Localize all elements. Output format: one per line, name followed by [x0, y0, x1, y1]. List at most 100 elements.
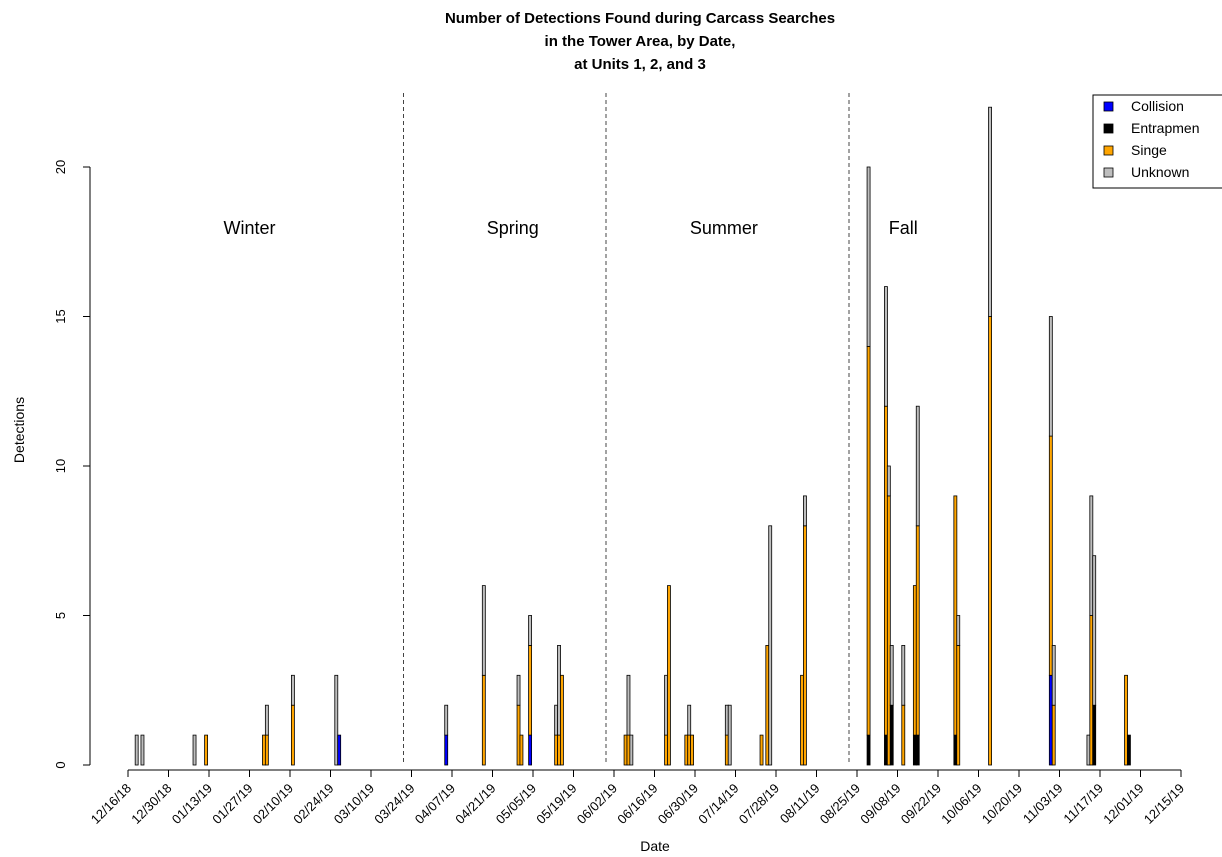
bar-segment-unknown — [866, 166, 871, 347]
x-tick-label: 06/02/19 — [574, 781, 620, 827]
y-tick-label: 5 — [53, 612, 68, 619]
bar-segment-singe — [204, 734, 209, 766]
x-tick-label: 04/07/19 — [412, 781, 458, 827]
bar-segment-singe — [560, 674, 564, 766]
bar-segment-unknown — [727, 704, 732, 766]
legend-label-entrapmen: Entrapmen — [1131, 120, 1199, 136]
y-tick-label: 10 — [53, 459, 68, 473]
legend-label-collision: Collision — [1131, 98, 1184, 114]
bar-segment-unknown — [1051, 645, 1056, 706]
bar-segment-unknown — [481, 585, 486, 676]
legend-swatch-singe — [1103, 145, 1114, 156]
x-tick-label: 03/10/19 — [331, 781, 377, 827]
bar-segment-unknown — [901, 645, 906, 706]
bar-segment-unknown — [264, 704, 269, 736]
x-axis-label: Date — [640, 838, 670, 854]
bar-segment-unknown — [626, 674, 631, 736]
bar-segment-singe — [528, 645, 533, 736]
bar-segment-singe — [481, 674, 486, 766]
chart-title-line-1: Number of Detections Found during Carcas… — [445, 10, 835, 27]
bar-segment-singe — [988, 316, 992, 766]
x-tick-label: 04/21/19 — [452, 781, 498, 827]
bar-segment-unknown — [629, 734, 634, 766]
bar-segment-singe — [1124, 674, 1128, 766]
season-labels: Winter Spring Summer Fall — [223, 218, 917, 238]
legend-box — [1092, 94, 1222, 189]
bar-segment-singe — [901, 704, 906, 766]
bar-segment-unknown — [140, 734, 145, 766]
x-tick-label: 05/19/19 — [533, 781, 579, 827]
bar-segment-unknown — [192, 734, 197, 766]
bar-segment-singe — [690, 734, 695, 766]
bar-segment-entrapmen — [915, 734, 920, 766]
x-tick-label: 12/15/19 — [1141, 781, 1187, 827]
bar-segment-singe — [519, 734, 524, 766]
legend: Collision Entrapmen Singe Unknown — [1092, 94, 1222, 189]
bar-segment-unknown — [803, 495, 807, 527]
bar-segment-entrapmen — [1092, 704, 1097, 766]
season-label-spring: Spring — [487, 218, 539, 238]
x-tick-label: 02/24/19 — [290, 781, 336, 827]
season-label-fall: Fall — [889, 218, 918, 238]
bar-segment-unknown — [134, 734, 139, 766]
bar-segment-collision — [528, 734, 533, 766]
x-tick-label: 07/28/19 — [736, 781, 782, 827]
bar-segment-unknown — [915, 405, 920, 527]
x-tick-label: 07/14/19 — [695, 781, 741, 827]
bar-segment-singe — [915, 525, 920, 736]
bar-segment-singe — [1048, 435, 1053, 676]
y-tick-label: 15 — [53, 309, 68, 323]
x-tick-label: 11/03/19 — [1020, 781, 1066, 827]
legend-swatch-collision — [1103, 101, 1114, 112]
bar-segment-unknown — [889, 645, 894, 706]
x-tick-label: 11/17/19 — [1060, 781, 1106, 827]
bar-segment-singe — [803, 525, 807, 766]
x-tick-label: 10/06/19 — [938, 781, 984, 827]
season-label-winter: Winter — [223, 218, 275, 238]
chart-title: Number of Detections Found during Carcas… — [445, 10, 835, 73]
x-tick-label: 06/30/19 — [655, 781, 701, 827]
x-tick-label: 05/05/19 — [493, 781, 539, 827]
x-tick-label: 12/30/18 — [128, 781, 174, 827]
x-tick-label: 09/22/19 — [898, 781, 944, 827]
season-label-summer: Summer — [690, 218, 758, 238]
chart-title-line-2: in the Tower Area, by Date, — [545, 33, 736, 50]
bar-segment-unknown — [884, 286, 888, 407]
bar-segment-singe — [1051, 704, 1056, 766]
bar-segment-unknown — [1048, 316, 1053, 437]
y-axis-label: Detections — [11, 397, 27, 463]
bar-segment-collision — [444, 734, 449, 766]
bar-segment-entrapmen — [866, 734, 871, 766]
bar-segment-unknown — [528, 615, 533, 646]
bar-segment-singe — [956, 645, 961, 766]
x-tick-label: 03/24/19 — [371, 781, 417, 827]
legend-label-unknown: Unknown — [1131, 164, 1189, 180]
x-tick-label: 12/16/18 — [88, 781, 134, 827]
bar-segment-unknown — [1092, 555, 1097, 706]
legend-swatch-unknown — [1103, 167, 1114, 178]
season-dividers — [403, 93, 850, 765]
bar-segment-unknown — [886, 465, 891, 497]
bars — [134, 106, 1131, 766]
x-tick-label: 08/25/19 — [817, 781, 863, 827]
x-tick-label: 01/27/19 — [209, 781, 255, 827]
bar-segment-singe — [264, 734, 269, 766]
bar-segment-unknown — [988, 106, 992, 317]
x-tick-label: 02/10/19 — [250, 781, 296, 827]
legend-label-singe: Singe — [1131, 142, 1167, 158]
bar-segment-singe — [667, 585, 671, 766]
y-tick-label: 20 — [53, 160, 68, 174]
bar-segment-singe — [866, 345, 871, 736]
x-tick-label: 06/16/19 — [614, 781, 660, 827]
x-tick-label: 10/20/19 — [979, 781, 1025, 827]
x-tick-label: 09/08/19 — [857, 781, 903, 827]
bar-segment-unknown — [444, 704, 449, 736]
bar-segment-unknown — [290, 674, 295, 706]
bar-segment-collision — [337, 734, 342, 766]
bar-segment-unknown — [956, 615, 961, 646]
y-tick-label: 0 — [53, 761, 68, 768]
legend-swatch-entrapmen — [1103, 123, 1114, 134]
bar-segment-unknown — [687, 704, 692, 736]
bar-segment-entrapmen — [889, 704, 894, 766]
